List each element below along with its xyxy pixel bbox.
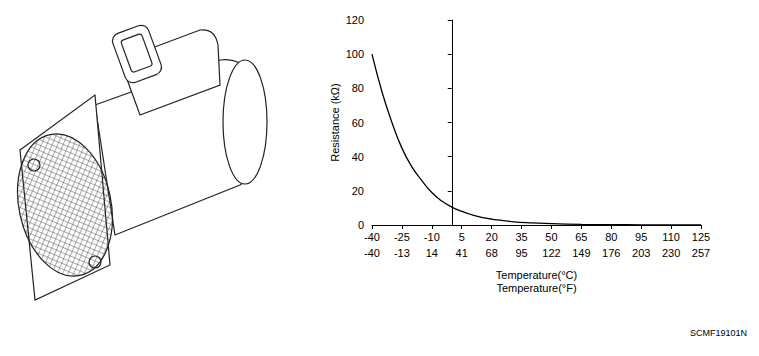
svg-text:100: 100: [346, 48, 364, 60]
html-text:SCMF19101N: SCMF19101N: [690, 328, 747, 338]
svg-text:125: 125: [692, 231, 710, 243]
svg-text:0: 0: [358, 219, 364, 231]
svg-text:Resistance (kΩ): Resistance (kΩ): [329, 83, 341, 162]
svg-text:14: 14: [426, 247, 438, 259]
svg-text:80: 80: [352, 82, 364, 94]
svg-text:230: 230: [662, 247, 680, 259]
svg-text:Temperature(°F): Temperature(°F): [496, 282, 576, 294]
svg-text:149: 149: [572, 247, 590, 259]
svg-text:65: 65: [575, 231, 587, 243]
svg-text:257: 257: [692, 247, 710, 259]
svg-text:5: 5: [459, 231, 465, 243]
svg-text:60: 60: [352, 117, 364, 129]
svg-text:40: 40: [352, 151, 364, 163]
svg-text:80: 80: [605, 231, 617, 243]
svg-text:95: 95: [515, 247, 527, 259]
svg-text:41: 41: [456, 247, 468, 259]
svg-text:-10: -10: [424, 231, 440, 243]
svg-text:-40: -40: [364, 247, 380, 259]
svg-text:95: 95: [635, 231, 647, 243]
svg-text:122: 122: [542, 247, 560, 259]
svg-text:50: 50: [545, 231, 557, 243]
svg-text:35: 35: [515, 231, 527, 243]
svg-text:176: 176: [602, 247, 620, 259]
svg-text:110: 110: [662, 231, 680, 243]
svg-text:68: 68: [486, 247, 498, 259]
svg-text:203: 203: [632, 247, 650, 259]
svg-text:20: 20: [352, 185, 364, 197]
svg-text:-25: -25: [394, 231, 410, 243]
svg-text:Temperature(°C): Temperature(°C): [496, 269, 577, 281]
svg-text:-40: -40: [364, 231, 380, 243]
svg-text:20: 20: [486, 231, 498, 243]
svg-text:120: 120: [346, 14, 364, 26]
svg-text:-13: -13: [394, 247, 410, 259]
